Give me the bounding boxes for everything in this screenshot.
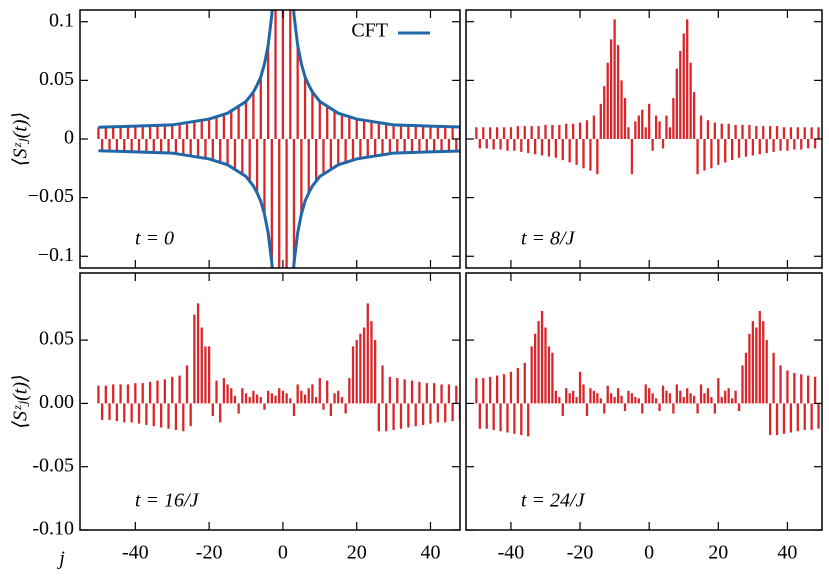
x-tick-label: 20 xyxy=(708,542,728,564)
legend-label: CFT xyxy=(351,20,388,42)
cft-line xyxy=(98,10,460,129)
x-axis-label: j xyxy=(56,548,65,570)
frame xyxy=(465,272,823,531)
y-tick-label: -0.10 xyxy=(32,518,74,540)
x-tick-label: -20 xyxy=(567,542,594,564)
plot-area xyxy=(475,19,820,175)
plot-area xyxy=(97,10,460,268)
y-tick-label: -0.05 xyxy=(32,454,74,476)
time-label: t = 0 xyxy=(135,228,174,250)
plot-area xyxy=(97,303,460,432)
time-label: t = 8/J xyxy=(521,228,576,250)
y-tick-label: 0.05 xyxy=(39,328,74,350)
time-label: t = 24/J xyxy=(521,490,586,512)
x-tick-label: 20 xyxy=(347,542,367,564)
x-tick-label: -40 xyxy=(122,542,149,564)
x-tick-label: 0 xyxy=(278,542,288,564)
frame xyxy=(79,272,461,531)
plot-area xyxy=(475,310,820,437)
y-axis-label: ⟨Sᶻⱼ(t)⟩ xyxy=(10,112,32,167)
x-tick-label: -40 xyxy=(498,542,525,564)
y-tick-label: 0.05 xyxy=(39,68,74,90)
x-tick-label: 40 xyxy=(777,542,797,564)
x-tick-label: -20 xyxy=(196,542,223,564)
y-axis-label: ⟨Sᶻⱼ(t)⟩ xyxy=(10,374,32,429)
y-tick-label: 0.00 xyxy=(39,391,74,413)
x-tick-label: 40 xyxy=(420,542,440,564)
x-tick-label: 0 xyxy=(644,542,654,564)
frame xyxy=(465,9,823,269)
y-tick-label: −0.05 xyxy=(28,185,74,207)
y-tick-label: −0.1 xyxy=(38,244,74,266)
time-label: t = 16/J xyxy=(135,490,200,512)
cft-line xyxy=(98,149,460,268)
y-tick-label: 0 xyxy=(64,127,74,149)
y-tick-label: 0.1 xyxy=(49,9,74,31)
